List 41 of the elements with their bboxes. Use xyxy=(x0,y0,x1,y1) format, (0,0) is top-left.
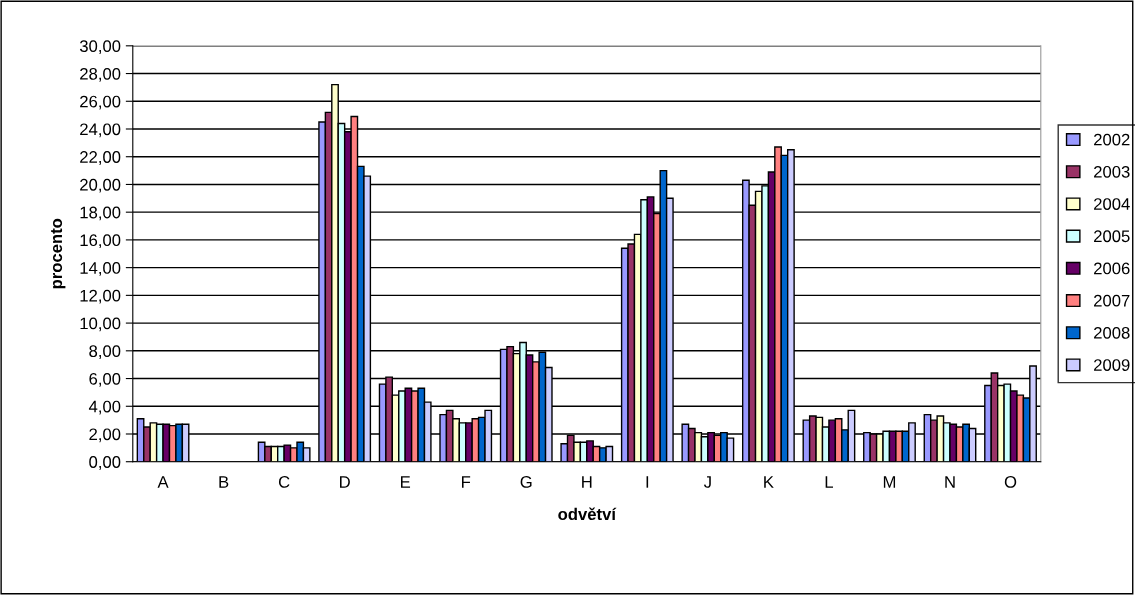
y-tick-label: 4,00 xyxy=(88,400,121,415)
y-tick-label: 30,00 xyxy=(79,40,121,54)
x-tick-label: D xyxy=(340,476,350,488)
legend-label: 2006 xyxy=(1094,262,1130,275)
x-tick-label: K xyxy=(764,476,774,488)
x-tick-label: O xyxy=(1004,476,1017,488)
legend-label: 2009 xyxy=(1094,359,1130,371)
y-tick-label: 16,00 xyxy=(80,234,121,249)
y-tick-label: 14,00 xyxy=(80,262,121,276)
legend-label: 2002 xyxy=(1094,133,1130,146)
y-tick-label: 28,00 xyxy=(80,67,121,82)
y-axis-title: procento xyxy=(51,218,66,289)
x-tick-label: B xyxy=(219,476,229,488)
y-tick-label: 8,00 xyxy=(89,345,121,359)
y-tick-label: 12,00 xyxy=(80,289,121,304)
y-tick-label: 20,00 xyxy=(80,178,121,193)
x-axis-title: odvětví xyxy=(558,507,617,521)
y-tick-label: 18,00 xyxy=(80,206,121,221)
y-tick-label: 26,00 xyxy=(80,95,121,110)
x-tick-label: M xyxy=(883,476,896,488)
x-tick-label: A xyxy=(157,476,169,488)
x-tick-label: G xyxy=(520,476,532,488)
y-tick-label: 24,00 xyxy=(80,123,121,138)
x-tick-label: C xyxy=(278,476,290,488)
y-tick-label: 0,00 xyxy=(89,456,121,470)
y-tick-label: 22,00 xyxy=(80,151,121,165)
x-tick-label: J xyxy=(703,476,711,488)
x-tick-label: I xyxy=(646,476,649,488)
legend-label: 2008 xyxy=(1094,326,1130,339)
legend-label: 2004 xyxy=(1094,198,1130,210)
legend-label: 2005 xyxy=(1094,230,1130,243)
y-tick-label: 2,00 xyxy=(89,428,121,443)
x-tick-label: E xyxy=(401,476,411,488)
x-tick-label: L xyxy=(825,476,834,488)
legend-label: 2007 xyxy=(1094,294,1130,307)
legend-label: 2003 xyxy=(1094,165,1130,178)
y-tick-label: 10,00 xyxy=(80,317,121,332)
x-tick-label: H xyxy=(582,476,592,488)
x-tick-label: F xyxy=(462,476,471,488)
y-tick-label: 6,00 xyxy=(89,372,121,387)
x-tick-label: N xyxy=(945,476,955,488)
